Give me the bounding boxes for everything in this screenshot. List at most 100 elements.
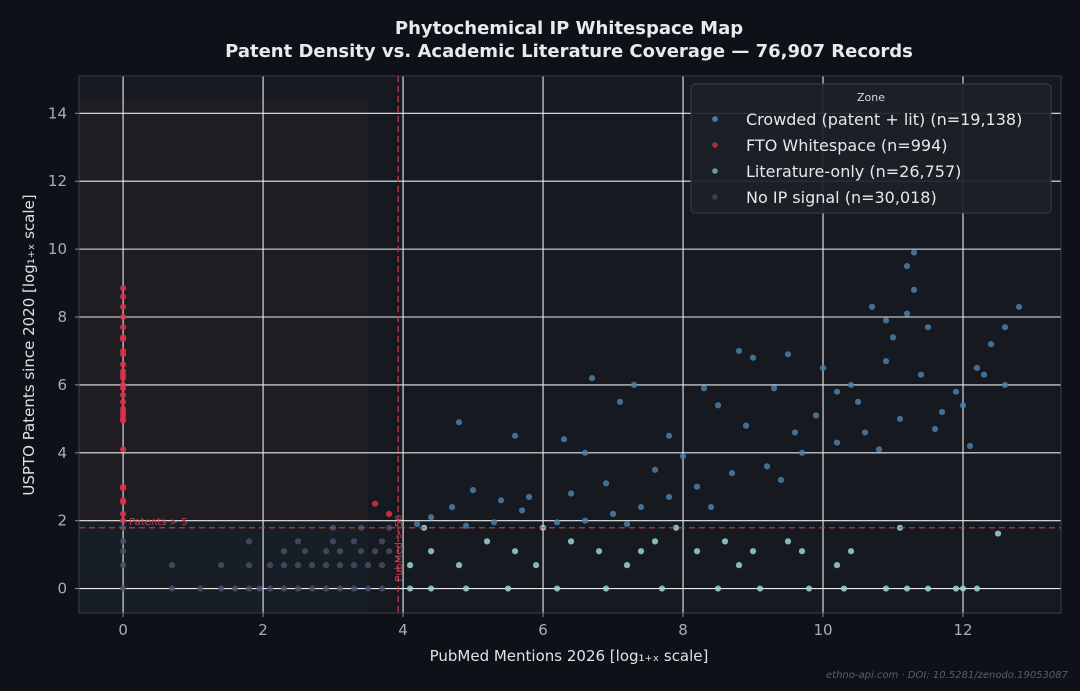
point-crowded-patent-lit — [1001, 381, 1009, 388]
point-no-ip-signal — [385, 548, 393, 555]
point-literature-only — [973, 585, 981, 592]
point-literature-only — [805, 585, 813, 592]
point-no-ip-signal — [294, 538, 302, 545]
point-crowded-patent-lit — [693, 483, 701, 490]
chart-subtitle: Patent Density vs. Academic Literature C… — [225, 41, 913, 62]
point-fto-whitespace — [119, 385, 127, 392]
point-no-ip-signal — [322, 585, 330, 592]
y-tick-label: 10 — [48, 240, 67, 258]
point-crowded-patent-lit — [581, 449, 589, 456]
point-literature-only — [406, 562, 414, 569]
point-crowded-patent-lit — [616, 398, 624, 405]
point-literature-only — [462, 585, 470, 592]
point-crowded-patent-lit — [868, 303, 876, 310]
point-fto-whitespace — [119, 324, 127, 331]
point-no-ip-signal — [350, 562, 358, 569]
series-literature-only — [406, 524, 1002, 592]
point-no-ip-signal — [266, 585, 274, 592]
point-literature-only — [637, 548, 645, 555]
point-crowded-patent-lit — [798, 449, 806, 456]
point-literature-only — [714, 585, 722, 592]
x-axis-label: PubMed Mentions 2026 [log₁₊ₓ scale] — [430, 647, 709, 665]
point-crowded-patent-lit — [882, 317, 890, 324]
x-tick-label: 12 — [953, 621, 972, 639]
point-crowded-patent-lit — [728, 470, 736, 477]
point-literature-only — [798, 548, 806, 555]
point-fto-whitespace — [119, 398, 127, 405]
point-literature-only — [455, 562, 463, 569]
point-crowded-patent-lit — [819, 364, 827, 372]
point-crowded-patent-lit — [973, 364, 981, 372]
point-no-ip-signal — [357, 548, 365, 555]
point-crowded-patent-lit — [770, 385, 778, 392]
y-tick-label: 6 — [57, 376, 67, 394]
point-no-ip-signal — [294, 585, 302, 592]
point-no-ip-signal — [280, 562, 288, 569]
point-crowded-patent-lit — [882, 358, 890, 365]
point-literature-only — [847, 548, 855, 555]
point-literature-only — [882, 585, 890, 592]
point-crowded-patent-lit — [861, 429, 869, 436]
point-no-ip-signal — [217, 562, 225, 569]
y-tick-label: 2 — [57, 512, 67, 530]
point-crowded-patent-lit — [609, 510, 617, 517]
point-fto-whitespace — [119, 313, 127, 321]
point-no-ip-signal — [245, 538, 253, 545]
point-fto-whitespace — [119, 361, 127, 368]
point-crowded-patent-lit — [896, 415, 904, 422]
point-crowded-patent-lit — [427, 514, 435, 521]
point-literature-only — [903, 585, 911, 592]
y-tick-label: 12 — [48, 172, 67, 190]
point-crowded-patent-lit — [1001, 324, 1009, 331]
chart-title: Phytochemical IP Whitespace Map — [395, 18, 743, 39]
point-crowded-patent-lit — [833, 439, 841, 446]
point-crowded-patent-lit — [980, 371, 988, 378]
point-literature-only — [959, 585, 967, 592]
point-literature-only — [784, 538, 792, 545]
point-crowded-patent-lit — [679, 453, 687, 460]
point-literature-only — [952, 585, 960, 592]
point-no-ip-signal — [322, 562, 330, 569]
point-literature-only — [532, 562, 540, 569]
point-crowded-patent-lit — [966, 442, 974, 450]
point-no-ip-signal — [301, 548, 309, 555]
point-no-ip-signal — [256, 585, 263, 592]
point-no-ip-signal — [350, 538, 358, 545]
point-no-ip-signal — [322, 548, 330, 555]
point-literature-only — [658, 585, 666, 592]
legend-marker — [712, 168, 718, 174]
point-fto-whitespace — [371, 500, 379, 507]
point-no-ip-signal — [364, 585, 372, 592]
point-literature-only — [840, 585, 848, 592]
point-no-ip-signal — [336, 585, 344, 592]
point-literature-only — [721, 538, 729, 545]
legend-label: FTO Whitespace (n=994) — [746, 136, 948, 155]
point-crowded-patent-lit — [1015, 303, 1023, 310]
plot-frame — [78, 75, 1062, 614]
series-crowded-patent-lit — [413, 249, 1023, 529]
fto-region — [79, 99, 369, 521]
point-literature-only — [735, 562, 743, 569]
point-crowded-patent-lit — [952, 388, 960, 395]
point-no-ip-signal — [196, 585, 204, 592]
threshold-lines: Patents > 5 PubMed > 50 — [79, 76, 1061, 613]
point-crowded-patent-lit — [567, 490, 575, 497]
y-tick-label: 4 — [57, 444, 67, 462]
point-no-ip-signal — [371, 548, 379, 555]
point-literature-only — [511, 548, 519, 555]
point-no-ip-signal — [245, 585, 253, 592]
point-literature-only — [567, 538, 575, 545]
x-tick-label: 8 — [678, 621, 688, 639]
point-crowded-patent-lit — [665, 432, 673, 439]
point-crowded-patent-lit — [987, 341, 995, 348]
x-tick-label: 10 — [813, 621, 832, 639]
pubmed-threshold-label: PubMed > 50 — [394, 515, 405, 582]
point-crowded-patent-lit — [749, 354, 757, 361]
point-crowded-patent-lit — [588, 375, 596, 382]
point-fto-whitespace — [119, 485, 127, 492]
point-crowded-patent-lit — [665, 493, 673, 501]
legend: Zone Crowded (patent + lit) (n=19,138) FT… — [690, 83, 1052, 214]
point-crowded-patent-lit — [637, 503, 645, 511]
point-crowded-patent-lit — [791, 429, 799, 436]
